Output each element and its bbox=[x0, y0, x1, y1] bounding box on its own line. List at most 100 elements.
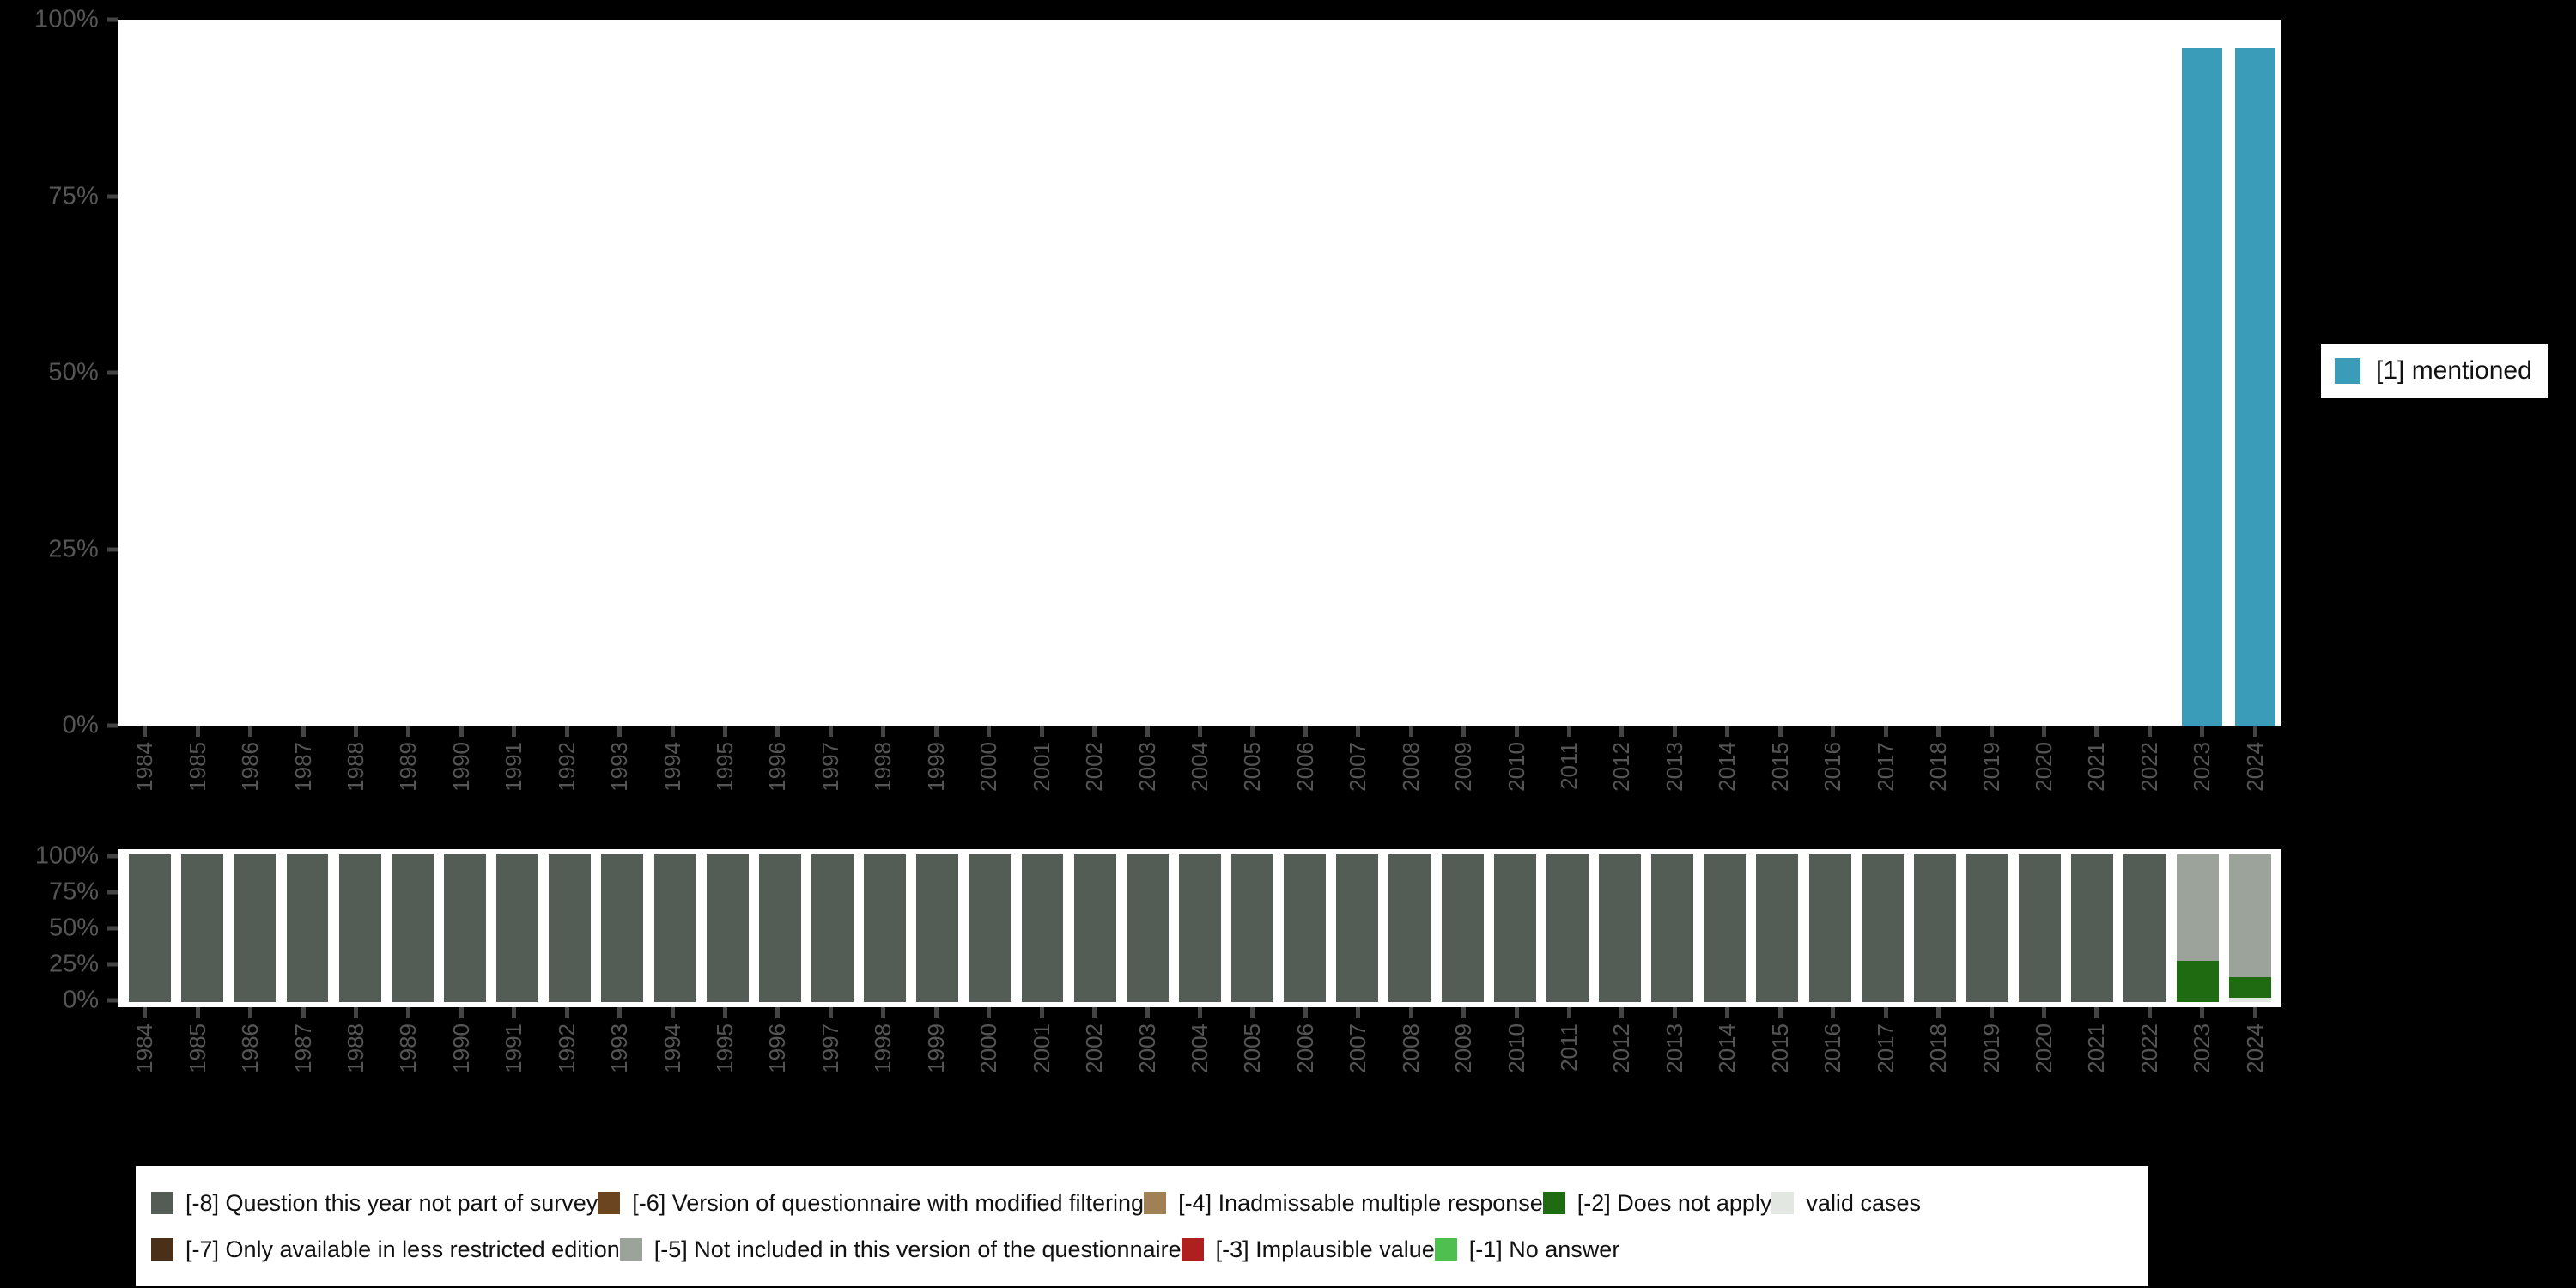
secondary-x-tick: 2002 bbox=[1068, 1007, 1121, 1127]
secondary-stacked-bar[interactable] bbox=[1756, 854, 1799, 1002]
secondary-stacked-bar[interactable] bbox=[549, 854, 592, 1002]
secondary-stacked-bar[interactable] bbox=[601, 854, 644, 1002]
secondary-stacked-bar[interactable] bbox=[286, 854, 329, 1002]
secondary-bar-segment[interactable] bbox=[496, 854, 538, 1002]
legend-item[interactable]: [-7] Only available in less restricted e… bbox=[151, 1236, 620, 1263]
legend-item[interactable]: [-4] Inadmissable multiple response bbox=[1144, 1190, 1543, 1217]
secondary-bar-segment[interactable] bbox=[1546, 854, 1589, 1002]
secondary-bar-segment[interactable] bbox=[234, 854, 276, 1002]
secondary-bar-segment[interactable] bbox=[1388, 854, 1431, 1002]
secondary-stacked-bar[interactable] bbox=[1493, 854, 1536, 1002]
legend-item[interactable]: [-8] Question this year not part of surv… bbox=[151, 1190, 598, 1217]
secondary-stacked-bar[interactable] bbox=[391, 854, 434, 1002]
bottom-legend[interactable]: [-8] Question this year not part of surv… bbox=[136, 1166, 2148, 1286]
secondary-stacked-bar[interactable] bbox=[1808, 854, 1851, 1002]
legend-item[interactable]: [-2] Does not apply bbox=[1542, 1190, 1771, 1217]
secondary-bar-segment[interactable] bbox=[1021, 854, 1064, 1002]
secondary-bar-segment[interactable] bbox=[1284, 854, 1327, 1002]
secondary-stacked-bar[interactable] bbox=[1021, 854, 1064, 1002]
secondary-bar-segment[interactable] bbox=[864, 854, 906, 1002]
secondary-stacked-bar[interactable] bbox=[1599, 854, 1641, 1002]
secondary-bar-segment[interactable] bbox=[181, 854, 224, 1002]
secondary-stacked-bar[interactable] bbox=[1231, 854, 1273, 1002]
secondary-bar-segment[interactable] bbox=[1231, 854, 1273, 1002]
secondary-bar-segment[interactable] bbox=[391, 854, 434, 1002]
secondary-stacked-bar[interactable] bbox=[916, 854, 959, 1002]
secondary-bar-segment[interactable] bbox=[2228, 976, 2271, 998]
secondary-bar-segment[interactable] bbox=[2019, 854, 2062, 1002]
secondary-bar-segment[interactable] bbox=[1336, 854, 1379, 1002]
secondary-stacked-bar[interactable] bbox=[2123, 854, 2166, 1002]
secondary-bar-segment[interactable] bbox=[1651, 854, 1694, 1002]
secondary-bar-segment[interactable] bbox=[811, 854, 854, 1002]
secondary-stacked-bar[interactable] bbox=[2176, 854, 2219, 1002]
legend-item[interactable]: [-6] Version of questionnaire with modif… bbox=[598, 1190, 1144, 1217]
secondary-bar-segment[interactable] bbox=[1861, 854, 1904, 1002]
secondary-bar-segment[interactable] bbox=[338, 854, 381, 1002]
secondary-stacked-bar[interactable] bbox=[1861, 854, 1904, 1002]
secondary-stacked-bar[interactable] bbox=[2071, 854, 2114, 1002]
legend-item[interactable]: [-3] Implausible value bbox=[1181, 1236, 1435, 1263]
secondary-stacked-bar[interactable] bbox=[1704, 854, 1747, 1002]
secondary-bar-segment[interactable] bbox=[549, 854, 592, 1002]
secondary-stacked-bar[interactable] bbox=[496, 854, 538, 1002]
secondary-stacked-bar[interactable] bbox=[706, 854, 749, 1002]
secondary-bar-segment[interactable] bbox=[2228, 997, 2271, 1002]
secondary-stacked-bar[interactable] bbox=[2228, 854, 2271, 1002]
secondary-stacked-bar[interactable] bbox=[653, 854, 696, 1002]
secondary-bar-segment[interactable] bbox=[129, 854, 172, 1002]
secondary-stacked-bar[interactable] bbox=[1336, 854, 1379, 1002]
secondary-bar-segment[interactable] bbox=[1704, 854, 1747, 1002]
secondary-stacked-bar[interactable] bbox=[1126, 854, 1169, 1002]
secondary-bar-segment[interactable] bbox=[969, 854, 1012, 1002]
secondary-stacked-bar[interactable] bbox=[811, 854, 854, 1002]
secondary-bar-segment[interactable] bbox=[1808, 854, 1851, 1002]
secondary-stacked-bar[interactable] bbox=[864, 854, 906, 1002]
secondary-stacked-bar[interactable] bbox=[234, 854, 276, 1002]
legend-item[interactable]: [-5] Not included in this version of the… bbox=[619, 1236, 1182, 1263]
secondary-stacked-bar[interactable] bbox=[1388, 854, 1431, 1002]
secondary-stacked-bar[interactable] bbox=[1913, 854, 1956, 1002]
secondary-bar-segment[interactable] bbox=[1913, 854, 1956, 1002]
legend-item[interactable]: [-1] No answer bbox=[1434, 1236, 1619, 1263]
secondary-bar-segment[interactable] bbox=[1073, 854, 1116, 1002]
secondary-bar-segment[interactable] bbox=[1441, 854, 1484, 1002]
legend-item[interactable]: valid cases bbox=[1771, 1190, 1921, 1217]
secondary-bar-segment[interactable] bbox=[2176, 960, 2219, 1002]
secondary-stacked-bar[interactable] bbox=[1284, 854, 1327, 1002]
main-bar[interactable] bbox=[2182, 47, 2223, 726]
secondary-bar-segment[interactable] bbox=[2228, 854, 2271, 977]
secondary-bar-segment[interactable] bbox=[2176, 854, 2219, 961]
secondary-stacked-bar[interactable] bbox=[1178, 854, 1221, 1002]
secondary-bar-segment[interactable] bbox=[1756, 854, 1799, 1002]
secondary-bar-segment[interactable] bbox=[916, 854, 959, 1002]
series-legend[interactable]: [1] mentioned bbox=[2321, 344, 2548, 398]
secondary-bar-segment[interactable] bbox=[1966, 854, 2008, 1002]
secondary-stacked-bar[interactable] bbox=[1966, 854, 2008, 1002]
secondary-stacked-bar[interactable] bbox=[1441, 854, 1484, 1002]
secondary-bar-segment[interactable] bbox=[1599, 854, 1641, 1002]
main-bar[interactable] bbox=[2234, 47, 2275, 726]
secondary-bar-segment[interactable] bbox=[443, 854, 486, 1002]
secondary-bar-segment[interactable] bbox=[1126, 854, 1169, 1002]
secondary-bar-segment[interactable] bbox=[706, 854, 749, 1002]
secondary-bar-segment[interactable] bbox=[653, 854, 696, 1002]
secondary-stacked-bar[interactable] bbox=[338, 854, 381, 1002]
secondary-stacked-bar[interactable] bbox=[1546, 854, 1589, 1002]
secondary-stacked-bar[interactable] bbox=[1651, 854, 1694, 1002]
secondary-bar-segment[interactable] bbox=[1178, 854, 1221, 1002]
secondary-stacked-bar[interactable] bbox=[2019, 854, 2062, 1002]
main-x-tick-label: 1987 bbox=[289, 742, 316, 792]
secondary-bar-segment[interactable] bbox=[601, 854, 644, 1002]
secondary-bar-segment[interactable] bbox=[758, 854, 801, 1002]
secondary-bar-segment[interactable] bbox=[2071, 854, 2114, 1002]
secondary-bar-segment[interactable] bbox=[1493, 854, 1536, 1002]
secondary-stacked-bar[interactable] bbox=[758, 854, 801, 1002]
secondary-stacked-bar[interactable] bbox=[181, 854, 224, 1002]
secondary-stacked-bar[interactable] bbox=[129, 854, 172, 1002]
secondary-stacked-bar[interactable] bbox=[1073, 854, 1116, 1002]
secondary-stacked-bar[interactable] bbox=[969, 854, 1012, 1002]
secondary-bar-segment[interactable] bbox=[2123, 854, 2166, 1002]
secondary-stacked-bar[interactable] bbox=[443, 854, 486, 1002]
secondary-bar-segment[interactable] bbox=[286, 854, 329, 1002]
